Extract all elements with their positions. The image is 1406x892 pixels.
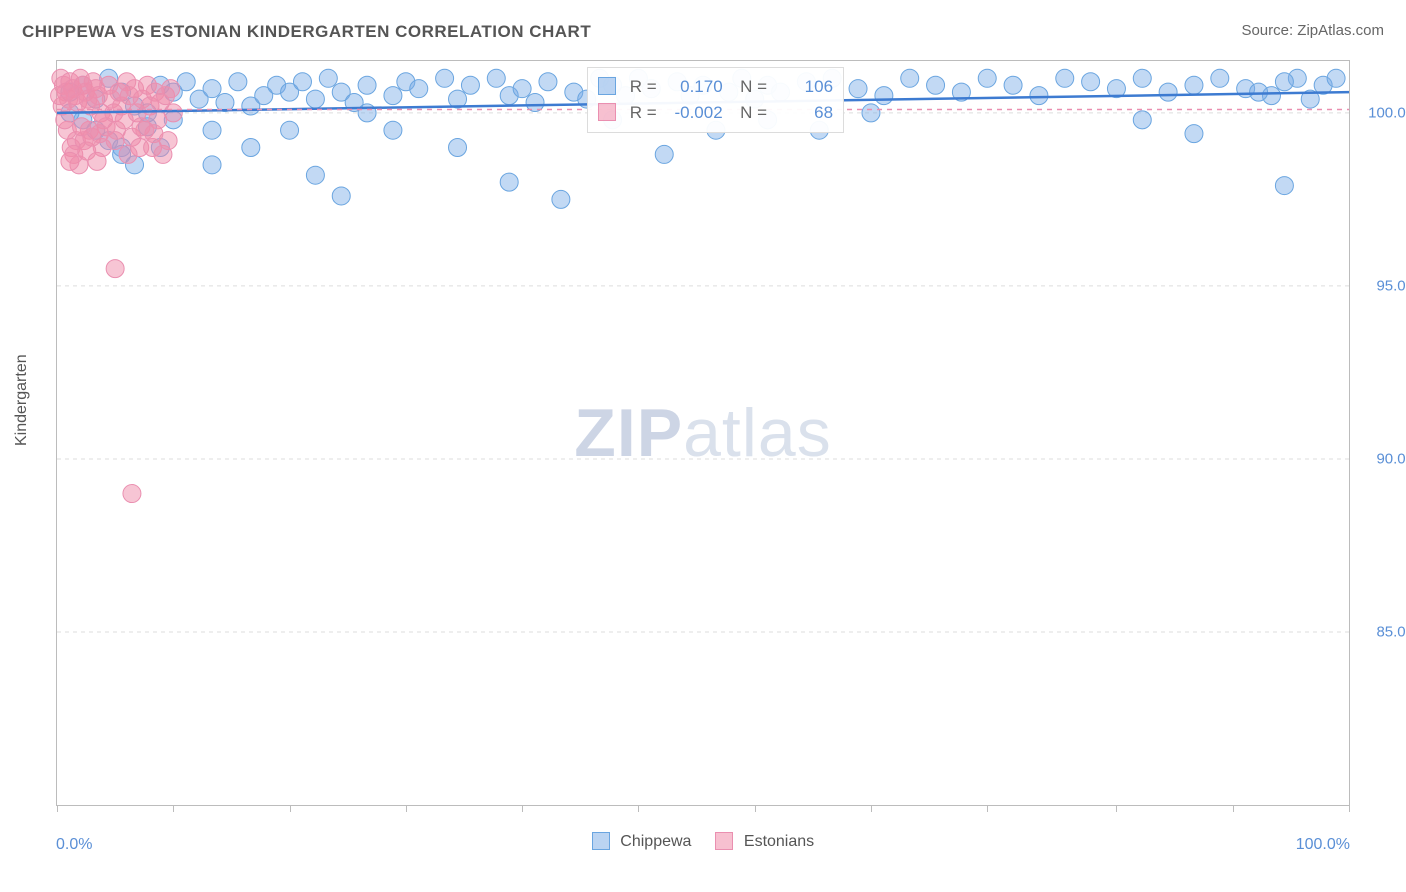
chippewa-n-value: 106	[775, 74, 833, 100]
x-tick-marks	[57, 805, 1349, 812]
y-tick-label: 100.0%	[1368, 104, 1406, 121]
estonians-swatch	[598, 103, 616, 121]
legend-label-chippewa: Chippewa	[620, 833, 691, 850]
x-axis-legend-row: Chippewa Estonians	[56, 830, 1350, 854]
y-tick-label: 90.0%	[1376, 450, 1406, 467]
estonians-swatch-icon	[715, 832, 733, 850]
legend-item-chippewa: Chippewa	[592, 833, 692, 851]
legend-n-label: N =	[731, 100, 767, 126]
estonians-r-value: -0.002	[665, 100, 723, 126]
legend-r-label: R =	[630, 74, 657, 100]
y-tick-label: 85.0%	[1376, 623, 1406, 640]
y-axis-label: Kindergarten	[13, 354, 31, 446]
chart-title: CHIPPEWA VS ESTONIAN KINDERGARTEN CORREL…	[22, 22, 591, 42]
chippewa-swatch-icon	[592, 832, 610, 850]
y-tick-label: 95.0%	[1376, 277, 1406, 294]
legend-row-chippewa: R = 0.170 N = 106	[598, 74, 833, 100]
source-label: Source: ZipAtlas.com	[1241, 22, 1384, 39]
estonians-n-value: 68	[775, 100, 833, 126]
legend-item-estonians: Estonians	[715, 833, 814, 851]
chippewa-swatch	[598, 77, 616, 95]
legend-row-estonians: R = -0.002 N = 68	[598, 100, 833, 126]
chart-area: ZIPatlas 85.0%90.0%95.0%100.0% R = 0.170…	[56, 60, 1350, 806]
legend-n-label: N =	[731, 74, 767, 100]
scatter-plot-svg	[57, 61, 1349, 805]
correlation-legend-box: R = 0.170 N = 106 R = -0.002 N = 68	[587, 67, 844, 133]
chippewa-r-value: 0.170	[665, 74, 723, 100]
legend-r-label: R =	[630, 100, 657, 126]
legend-label-estonians: Estonians	[744, 833, 814, 850]
